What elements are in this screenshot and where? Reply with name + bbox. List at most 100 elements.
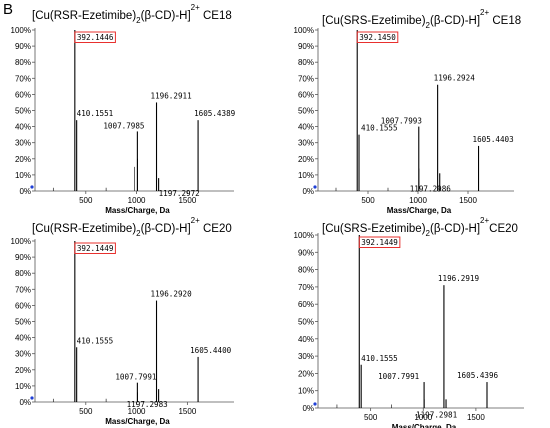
- y-tick-label: 20%: [298, 155, 314, 164]
- base-peak-highlight-box: [74, 31, 116, 43]
- peak-label: 410.1555: [361, 354, 398, 363]
- chart-title: [Cu(SRS-Ezetimibe)2(β-CD)-H]2+ CE18: [322, 8, 521, 30]
- peak-label: 1196.2911: [151, 91, 193, 100]
- y-tick-label: 50%: [15, 107, 31, 116]
- x-tick-label: 1000: [409, 196, 427, 205]
- y-tick-label: 20%: [15, 155, 31, 164]
- peak-label: 1197.2981: [416, 410, 458, 419]
- x-tick-label: 1500: [178, 196, 196, 205]
- base-peak-highlight-box: [358, 236, 401, 248]
- chart-title: [Cu(RSR-Ezetimibe)2(β-CD)-H]2+ CE18: [32, 3, 232, 25]
- y-tick-label: 30%: [298, 139, 314, 148]
- origin-marker: [313, 402, 317, 406]
- peak-label: 1196.2924: [434, 74, 476, 83]
- peak-label: 410.1551: [77, 109, 114, 118]
- y-tick-label: 60%: [298, 300, 314, 309]
- y-tick-label: 100%: [11, 237, 31, 246]
- origin-marker: [30, 396, 34, 400]
- peak-label: 1605.4400: [190, 346, 232, 355]
- x-axis-label: Mass/Charge, Da: [392, 423, 457, 428]
- base-peak-highlight-box: [74, 242, 116, 254]
- spectrum-panel-4: [Cu(SRS-Ezetimibe)2(β-CD)-H]2+CE20 0% 10% 2…: [294, 216, 524, 428]
- peak-label: 392.1449: [361, 238, 398, 247]
- y-tick-label: 70%: [15, 74, 31, 83]
- y-tick-label: 50%: [298, 107, 314, 116]
- y-tick-label: 40%: [15, 334, 31, 343]
- y-tick-label: 90%: [298, 248, 314, 257]
- y-tick-label: 20%: [298, 369, 314, 378]
- y-tick-label: 80%: [15, 269, 31, 278]
- y-tick-label: 100%: [294, 231, 314, 240]
- peak-label: 1197.2972: [159, 189, 200, 198]
- peak-label: 410.1555: [361, 124, 398, 133]
- x-tick-label: 1500: [467, 413, 485, 422]
- base-peak-highlight-box: [356, 31, 399, 43]
- peak-label: 1197.2983: [127, 400, 168, 409]
- y-tick-label: 70%: [298, 74, 314, 83]
- x-axis-label: Mass/Charge, Da: [105, 417, 170, 426]
- peak-label: 1196.2919: [438, 274, 480, 283]
- y-tick-label: 70%: [15, 285, 31, 294]
- y-tick-label: 10%: [15, 382, 31, 391]
- x-tick-label: 1000: [128, 407, 146, 416]
- y-tick-label: 60%: [298, 90, 314, 99]
- x-tick-label: 500: [364, 413, 378, 422]
- origin-marker: [313, 185, 317, 189]
- y-tick-label: 50%: [15, 318, 31, 327]
- peak-label: 1605.4403: [473, 135, 514, 144]
- y-tick-label: 80%: [298, 58, 314, 67]
- spectrum-panel-3: [Cu(RSR-Ezetimibe)2(β-CD)-H]2+ CE20 0% 10%…: [11, 216, 234, 426]
- y-tick-label: 40%: [15, 123, 31, 132]
- y-tick-label: 0%: [19, 187, 31, 196]
- spectrum-panel-2: [Cu(SRS-Ezetimibe)2(β-CD)-H]2+ CE18 0% 10%…: [294, 8, 522, 215]
- y-tick-label: 90%: [15, 42, 31, 51]
- peak-label: 1197.2986: [410, 184, 452, 193]
- x-tick-label: 1000: [128, 196, 146, 205]
- y-tick-label: 90%: [298, 42, 314, 51]
- y-tick-label: 0%: [302, 404, 314, 413]
- y-tick-label: 90%: [15, 253, 31, 262]
- y-tick-label: 80%: [15, 58, 31, 67]
- y-tick-label: 40%: [298, 123, 314, 132]
- peak-label: 1007.7993: [381, 117, 422, 126]
- y-tick-label: 0%: [19, 398, 31, 407]
- y-tick-label: 20%: [15, 366, 31, 375]
- y-tick-label: 10%: [298, 171, 314, 180]
- y-tick-label: 30%: [15, 350, 31, 359]
- y-tick-label: 30%: [15, 139, 31, 148]
- y-tick-label: 100%: [294, 26, 314, 35]
- y-tick-label: 80%: [298, 266, 314, 275]
- y-tick-label: 30%: [298, 352, 314, 361]
- peak-label: 392.1446: [77, 33, 114, 42]
- peak-label: 1605.4389: [194, 109, 236, 118]
- spectrum-panel-1: [Cu(RSR-Ezetimibe)2(β-CD)-H]2+ CE18 0% 10%…: [11, 3, 236, 215]
- y-tick-label: 60%: [15, 301, 31, 310]
- peak-label: 410.1555: [77, 336, 114, 345]
- peak-label: 1007.7985: [103, 121, 144, 130]
- origin-marker: [30, 185, 34, 189]
- x-tick-label: 500: [361, 196, 375, 205]
- chart-title: [Cu(SRS-Ezetimibe)2(β-CD)-H]2+CE20: [322, 216, 518, 238]
- y-tick-label: 60%: [15, 90, 31, 99]
- peak-label: 1007.7991: [378, 372, 420, 381]
- x-axis-label: Mass/Charge, Da: [387, 206, 452, 215]
- x-tick-label: 1500: [178, 407, 196, 416]
- y-tick-label: 50%: [298, 318, 314, 327]
- peak-label: 1007.7991: [115, 373, 157, 382]
- chart-title: [Cu(RSR-Ezetimibe)2(β-CD)-H]2+ CE20: [32, 216, 232, 238]
- x-tick-label: 500: [79, 407, 93, 416]
- y-tick-label: 10%: [15, 171, 31, 180]
- peak-label: 1196.2920: [151, 290, 193, 299]
- y-tick-label: 0%: [302, 187, 314, 196]
- y-tick-label: 100%: [11, 26, 31, 35]
- y-tick-label: 10%: [298, 387, 314, 396]
- x-tick-label: 500: [79, 196, 93, 205]
- peak-label: 1605.4396: [457, 371, 499, 380]
- peak-label: 392.1450: [359, 33, 396, 42]
- x-tick-label: 1000: [414, 413, 432, 422]
- x-tick-label: 1500: [459, 196, 477, 205]
- x-axis-label: Mass/Charge, Da: [105, 206, 170, 215]
- peak-label: 392.1449: [77, 244, 114, 253]
- y-tick-label: 40%: [298, 335, 314, 344]
